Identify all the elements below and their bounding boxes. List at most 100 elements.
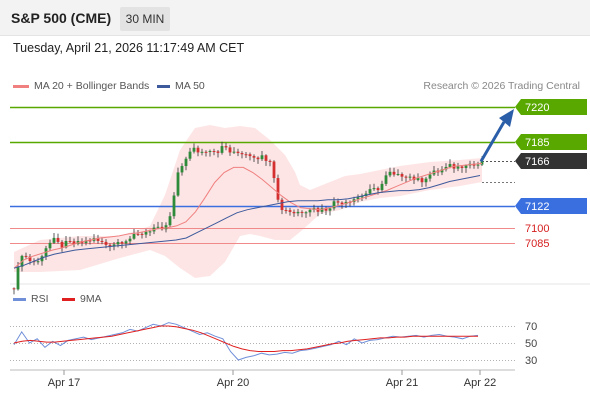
candle-body — [340, 202, 344, 205]
candle-body — [480, 160, 484, 165]
candle-body — [96, 238, 100, 241]
level-tag-7122 — [515, 198, 587, 214]
candle-body — [136, 233, 140, 235]
candle-body — [260, 155, 264, 160]
candle-body — [24, 255, 28, 257]
rsi-tick-30: 30 — [525, 355, 537, 367]
candle-body — [184, 158, 188, 167]
candle-body — [64, 241, 68, 248]
legend-rsi-ma: 9MA — [62, 293, 102, 305]
candle-body — [244, 154, 248, 156]
level-label-7100: 7100 — [525, 223, 549, 235]
candle-body — [60, 241, 64, 248]
candle-body — [208, 151, 212, 153]
candle-body — [384, 175, 388, 184]
candle-body — [84, 240, 88, 243]
time-label: Apr 20 — [217, 377, 249, 389]
candle-body — [372, 188, 376, 190]
candle-body — [460, 166, 464, 168]
candle-body — [224, 146, 228, 148]
timestamp: Tuesday, April 21, 2026 11:17:49 AM CET — [13, 41, 245, 55]
candle-body — [112, 244, 116, 247]
candle-body — [140, 233, 144, 235]
candle-body — [212, 151, 216, 153]
candle-body — [332, 201, 336, 209]
candle-body — [204, 151, 208, 153]
candle-body — [172, 195, 176, 217]
legend-ma50: MA 50 — [157, 80, 205, 92]
candle-body — [188, 151, 192, 159]
legend-swatch-rsi — [13, 297, 26, 301]
candle-body — [476, 164, 480, 166]
candle-body — [308, 209, 312, 213]
bollinger-band — [14, 125, 482, 278]
level-tag-7220 — [515, 99, 587, 115]
candle-body — [144, 231, 148, 235]
candle-body — [252, 156, 256, 158]
candle-body — [396, 174, 400, 176]
candle-body — [376, 188, 380, 191]
candle-body — [56, 237, 60, 242]
candle-body — [216, 151, 220, 153]
ma20-line — [13, 162, 483, 269]
candle-body — [304, 212, 308, 214]
time-label: Apr 17 — [48, 377, 80, 389]
candle-body — [424, 178, 428, 183]
credit-text: Research © 2026 Trading Central — [423, 80, 580, 92]
level-label-7185: 7185 — [525, 137, 549, 149]
legend-ma20: MA 20 + Bollinger Bands — [13, 80, 149, 92]
candle-body — [124, 241, 128, 244]
candle-body — [324, 208, 328, 211]
candle-body — [388, 171, 392, 176]
candle-body — [68, 241, 72, 243]
candle-body — [444, 166, 448, 170]
level-label-7166: 7166 — [525, 156, 549, 168]
candle-body — [12, 288, 16, 290]
candle-body — [328, 208, 332, 211]
time-label: Apr 21 — [386, 377, 418, 389]
level-tag-7185 — [515, 134, 587, 150]
candle-body — [164, 225, 168, 230]
legend-swatch-rsi-ma — [62, 297, 75, 301]
legend-label-rsi-ma: 9MA — [80, 293, 102, 305]
candle-body — [448, 164, 452, 167]
candle-body — [404, 176, 408, 178]
candle-body — [116, 242, 120, 245]
candle-body — [356, 197, 360, 200]
candle-body — [192, 147, 196, 152]
candle-body — [100, 240, 104, 242]
candle-body — [416, 178, 420, 181]
level-label-7220: 7220 — [525, 102, 549, 114]
candle-body — [16, 266, 20, 290]
candle-body — [300, 211, 304, 213]
candle-body — [288, 210, 292, 212]
candle-body — [368, 189, 372, 194]
candle-body — [380, 183, 384, 191]
candle-body — [232, 151, 236, 153]
candle-body — [52, 237, 56, 243]
level-tag-7166 — [515, 153, 587, 169]
forecast-arrow-shaft — [479, 121, 506, 163]
legend-label-rsi: RSI — [31, 293, 49, 305]
candle-body — [156, 226, 160, 228]
candle-body — [264, 155, 268, 161]
candle-body — [120, 242, 124, 244]
candle-body — [420, 178, 424, 183]
rsi-ma-line — [13, 325, 478, 352]
candle-body — [284, 210, 288, 212]
candle-body — [240, 153, 244, 155]
candle-body — [280, 199, 284, 211]
candle-body — [428, 174, 432, 179]
rsi-tick-70: 70 — [525, 321, 537, 333]
candle-body — [128, 238, 132, 242]
forecast-arrow-head — [499, 109, 514, 127]
candle-body — [168, 216, 172, 226]
timeframe-badge[interactable]: 30 MIN — [120, 7, 170, 31]
chart-title: S&P 500 (CME) — [11, 10, 112, 26]
candle-body — [220, 146, 224, 153]
candle-body — [456, 166, 460, 169]
candle-body — [320, 208, 324, 212]
candle-body — [256, 157, 260, 160]
candle-body — [292, 211, 296, 214]
